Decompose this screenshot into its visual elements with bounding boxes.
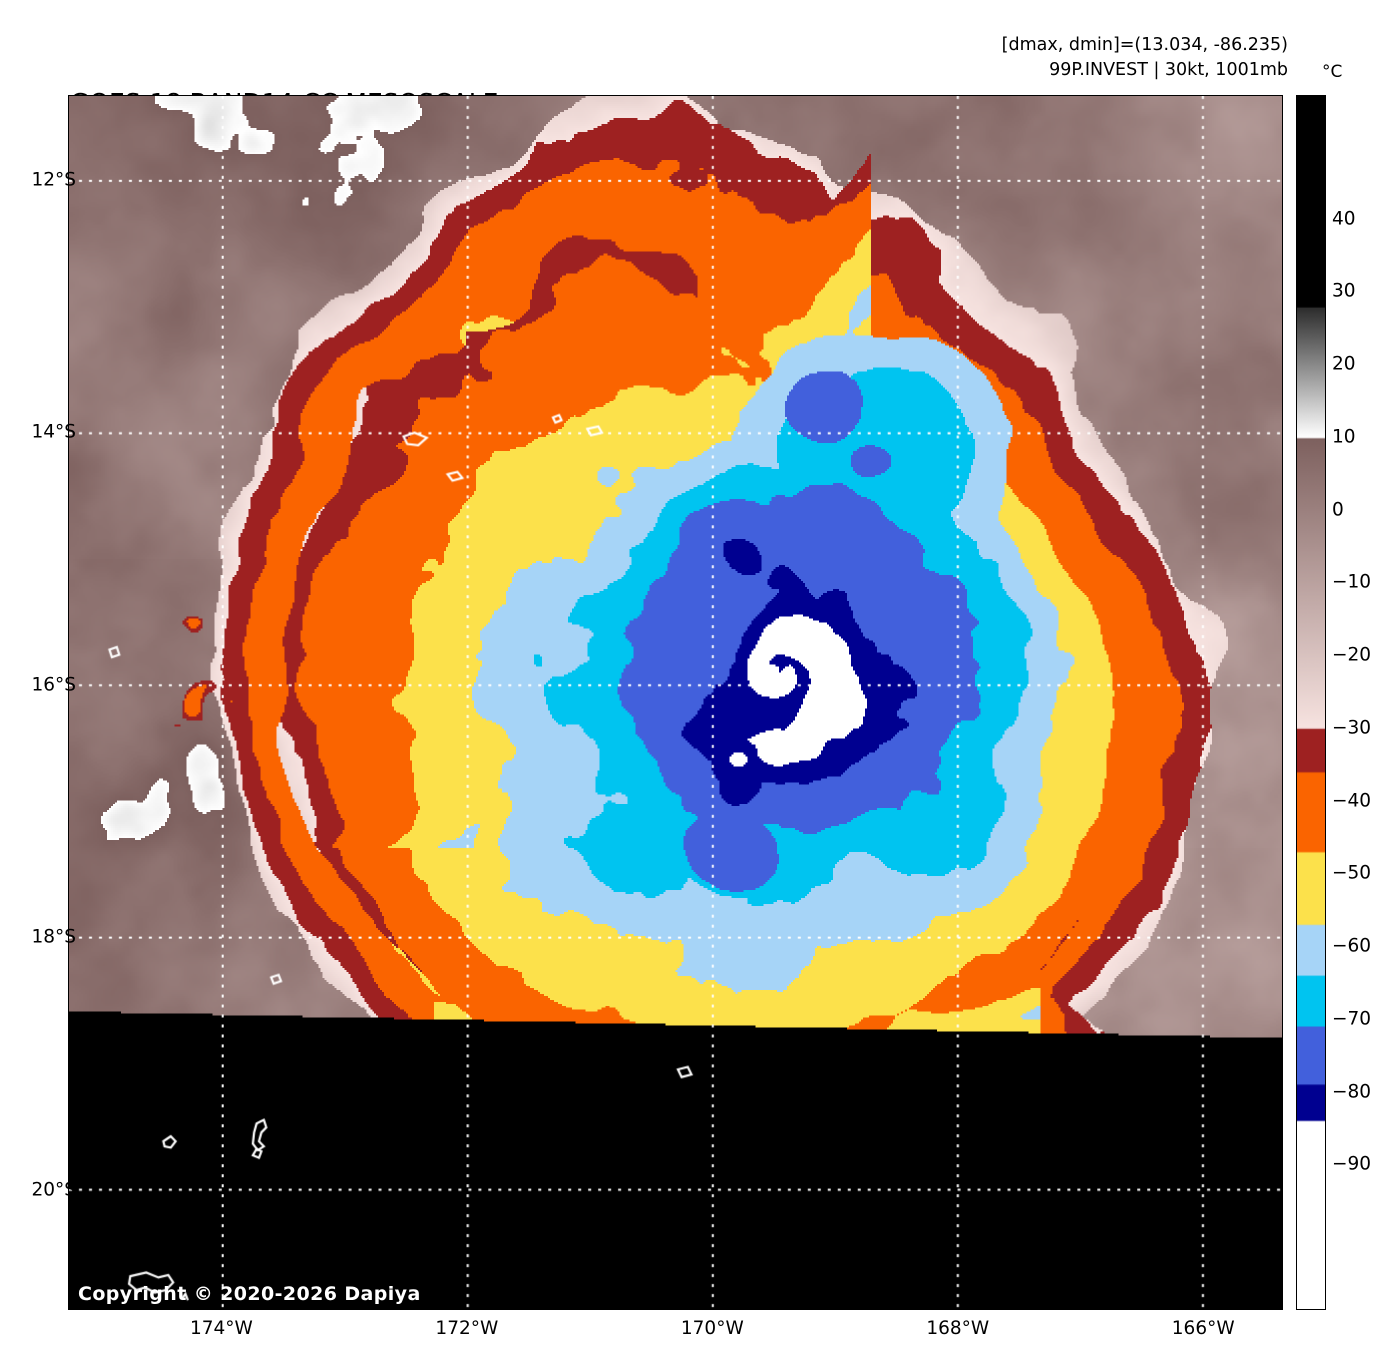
annotation-dmax-dmin: [dmax, dmin]=(13.034, -86.235) [1001,35,1288,55]
colorbar-unit-label: °C [1322,62,1343,82]
colorbar-tick-neg50: −50 [1332,862,1372,884]
longitude-tick-174W: 174°W [189,1318,253,1339]
lat-lon-gridlines-and-coastlines [69,96,1282,1309]
latitude-tick-16S: 16°S [31,674,76,696]
colorbar-tick-neg20: −20 [1332,644,1372,666]
colorbar-tick-neg60: −60 [1332,935,1372,957]
colorbar [1296,95,1326,1310]
colorbar-tick-neg30: −30 [1332,717,1372,739]
longitude-tick-168W: 168°W [926,1318,990,1339]
longitude-tick-172W: 172°W [435,1318,499,1339]
latitude-tick-20S: 20°S [31,1179,76,1201]
colorbar-tick-neg70: −70 [1332,1008,1372,1030]
colorbar-tick-0: 0 [1332,499,1344,521]
latitude-tick-12S: 12°S [31,169,76,191]
satellite-image-plot [68,95,1283,1310]
colorbar-tick-20: 20 [1332,353,1356,375]
colorbar-tick-neg80: −80 [1332,1081,1372,1103]
annotation-block: [dmax, dmin]=(13.034, -86.235) 99P.INVES… [1002,33,1288,83]
longitude-tick-170W: 170°W [680,1318,744,1339]
latitude-tick-14S: 14°S [31,421,76,443]
colorbar-tick-30: 30 [1332,280,1356,302]
colorbar-tick-neg10: −10 [1332,571,1372,593]
colorbar-gradient [1297,96,1325,1309]
latitude-tick-18S: 18°S [31,926,76,948]
colorbar-tick-10: 10 [1332,426,1356,448]
longitude-tick-166W: 166°W [1171,1318,1235,1339]
colorbar-tick-neg40: −40 [1332,790,1372,812]
colorbar-tick-40: 40 [1332,208,1356,230]
copyright-notice: Copyright © 2020-2026 Dapiya [78,1283,421,1305]
colorbar-tick-neg90: −90 [1332,1153,1372,1175]
annotation-storm-info: 99P.INVEST | 30kt, 1001mb [1049,59,1288,80]
